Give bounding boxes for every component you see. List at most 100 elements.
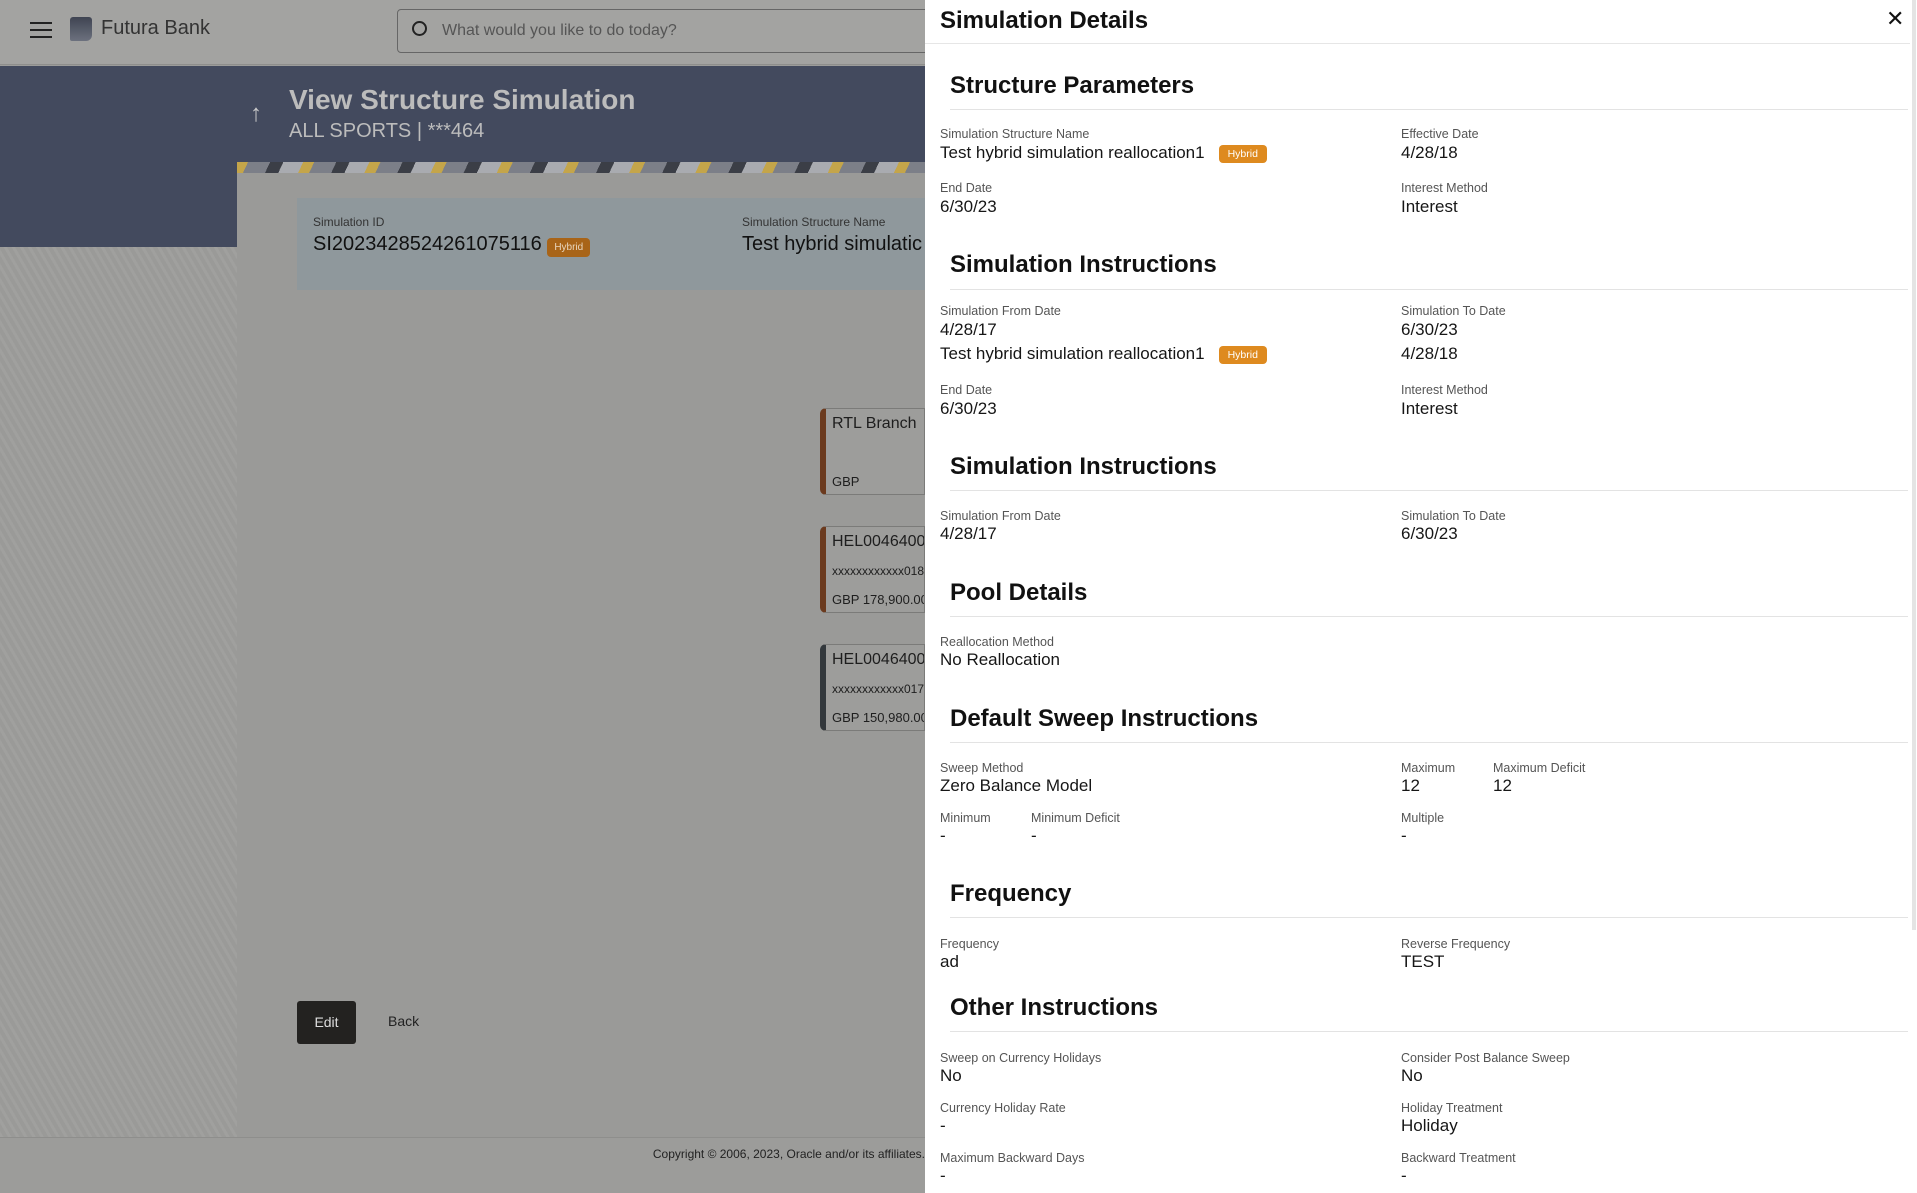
content-card (237, 173, 925, 1137)
field-label: Minimum (940, 811, 991, 825)
divider (950, 289, 1908, 290)
field-value: 12 (1493, 776, 1512, 795)
field-value: No Reallocation (940, 650, 1061, 669)
field-label: Reverse Frequency (1401, 937, 1511, 951)
field-value: ad (940, 952, 959, 971)
field-label: Sweep on Currency Holidays (940, 1051, 1102, 1065)
account-title: RTL Branch (832, 415, 917, 432)
field-value: - (940, 1116, 946, 1135)
field-value: No (1401, 1066, 1423, 1085)
decorative-stripe (237, 162, 925, 173)
section-simulation-instructions: Simulation Instructions (950, 251, 1217, 278)
divider (950, 616, 1908, 617)
field-value: - (1401, 1166, 1407, 1185)
field-label: Interest Method (1401, 383, 1488, 397)
section-other-instructions: Other Instructions (950, 994, 1159, 1021)
field-label: Effective Date (1401, 127, 1479, 141)
field-label: Holiday Treatment (1401, 1101, 1503, 1115)
account-number: xxxxxxxxxxxx017 (832, 682, 925, 696)
divider (950, 742, 1908, 743)
account-balance: GBP 178,900.00 (832, 592, 925, 607)
sim-id-value: SI2023428524261075116 (313, 233, 542, 255)
field-value: TEST (1401, 952, 1445, 971)
page-title: View Structure Simulation (289, 84, 636, 115)
account-balance: GBP 150,980.00 (832, 710, 925, 725)
field-value: Zero Balance Model (940, 776, 1093, 795)
background-pattern (0, 247, 237, 1137)
field-value: Holiday (1401, 1116, 1458, 1135)
bank-name: Futura Bank (101, 17, 210, 39)
field-label: Currency Holiday Rate (940, 1101, 1066, 1115)
back-button[interactable]: Back (388, 1013, 420, 1029)
field-label: Maximum (1401, 761, 1456, 775)
field-value: Interest (1401, 197, 1458, 216)
section-frequency: Frequency (950, 880, 1072, 907)
structure-name-label: Simulation Structure Name (742, 215, 886, 229)
hybrid-badge: Hybrid (1218, 144, 1267, 163)
menu-icon[interactable] (30, 22, 52, 38)
section-simulation-instructions-2: Simulation Instructions (950, 453, 1217, 480)
field-label: Multiple (1401, 811, 1445, 825)
account-balance: GBP (832, 474, 860, 489)
field-label: Maximum Deficit (1493, 761, 1586, 775)
field-value: 6/30/23 (1401, 524, 1458, 543)
field-value: 6/30/23 (940, 399, 997, 418)
field-label: Maximum Backward Days (940, 1151, 1085, 1165)
field-label: End Date (940, 383, 993, 397)
field-label: Simulation Structure Name (940, 127, 1090, 141)
field-value: Test hybrid simulation reallocation1 (940, 344, 1205, 363)
account-card[interactable]: RTL Branch GBP (820, 408, 925, 495)
field-value: - (1401, 826, 1407, 845)
edit-button[interactable]: Edit (297, 1001, 356, 1044)
footer-divider (0, 1137, 925, 1138)
field-label: Reallocation Method (940, 635, 1054, 649)
field-label: Sweep Method (940, 761, 1024, 775)
hybrid-badge: Hybrid (1218, 345, 1267, 364)
structure-name: Test hybrid simulatic (742, 233, 923, 255)
search-icon (412, 21, 427, 36)
divider (950, 1031, 1908, 1032)
field-label: Simulation To Date (1401, 304, 1506, 318)
field-value: 12 (1401, 776, 1420, 795)
field-value: - (940, 1166, 946, 1185)
account-title: HEL0046400 (832, 533, 925, 550)
field-value: - (940, 826, 946, 845)
sim-id: SI2023428524261075116 Hybrid (313, 233, 591, 257)
instr-structure-name: Test hybrid simulation reallocation1 Hybr… (940, 344, 1267, 364)
panel-title: Simulation Details (940, 7, 1149, 34)
field-label: Consider Post Balance Sweep (1401, 1051, 1570, 1065)
field-value: - (1031, 826, 1037, 845)
divider (950, 490, 1908, 491)
account-card[interactable]: HEL0046400 xxxxxxxxxxxx017 GBP 150,980.00 (820, 644, 925, 731)
bank-logo-icon (70, 17, 92, 41)
divider (950, 109, 1908, 110)
field-value: 4/28/18 (1401, 143, 1458, 162)
field-value: 6/30/23 (940, 197, 997, 216)
field-label: Minimum Deficit (1031, 811, 1120, 825)
field-label: Simulation To Date (1401, 509, 1506, 523)
account-number: xxxxxxxxxxxx018 (832, 564, 925, 578)
simulation-details-panel: Simulation Details ✕ Structure Parameter… (925, 0, 1917, 1193)
field-value: Interest (1401, 399, 1458, 418)
field-label: Simulation From Date (940, 509, 1061, 523)
copyright: Copyright © 2006, 2023, Oracle and/or it… (652, 1147, 925, 1161)
field-value: No (940, 1066, 962, 1085)
panel-header-divider (925, 43, 1910, 44)
structure-name-value: Test hybrid simulation reallocation1 Hybr… (940, 143, 1267, 163)
search-input[interactable]: What would you like to do today? (397, 9, 937, 53)
field-value: 4/28/17 (940, 524, 997, 543)
top-bar (0, 0, 925, 65)
back-arrow-icon[interactable]: ↑ (250, 100, 262, 127)
section-default-sweep: Default Sweep Instructions (950, 705, 1259, 732)
section-pool-details: Pool Details (950, 579, 1088, 606)
field-label: Frequency (940, 937, 1000, 951)
account-card[interactable]: HEL0046400 xxxxxxxxxxxx018 GBP 178,900.00 (820, 526, 925, 613)
account-title: HEL0046400 (832, 651, 925, 668)
field-label: Interest Method (1401, 181, 1488, 195)
scrollbar[interactable] (1912, 0, 1916, 930)
section-structure-parameters: Structure Parameters (950, 72, 1195, 99)
divider (950, 917, 1908, 918)
field-label: Simulation From Date (940, 304, 1061, 318)
close-icon[interactable]: ✕ (1886, 6, 1905, 31)
field-value: 4/28/17 (940, 320, 997, 339)
